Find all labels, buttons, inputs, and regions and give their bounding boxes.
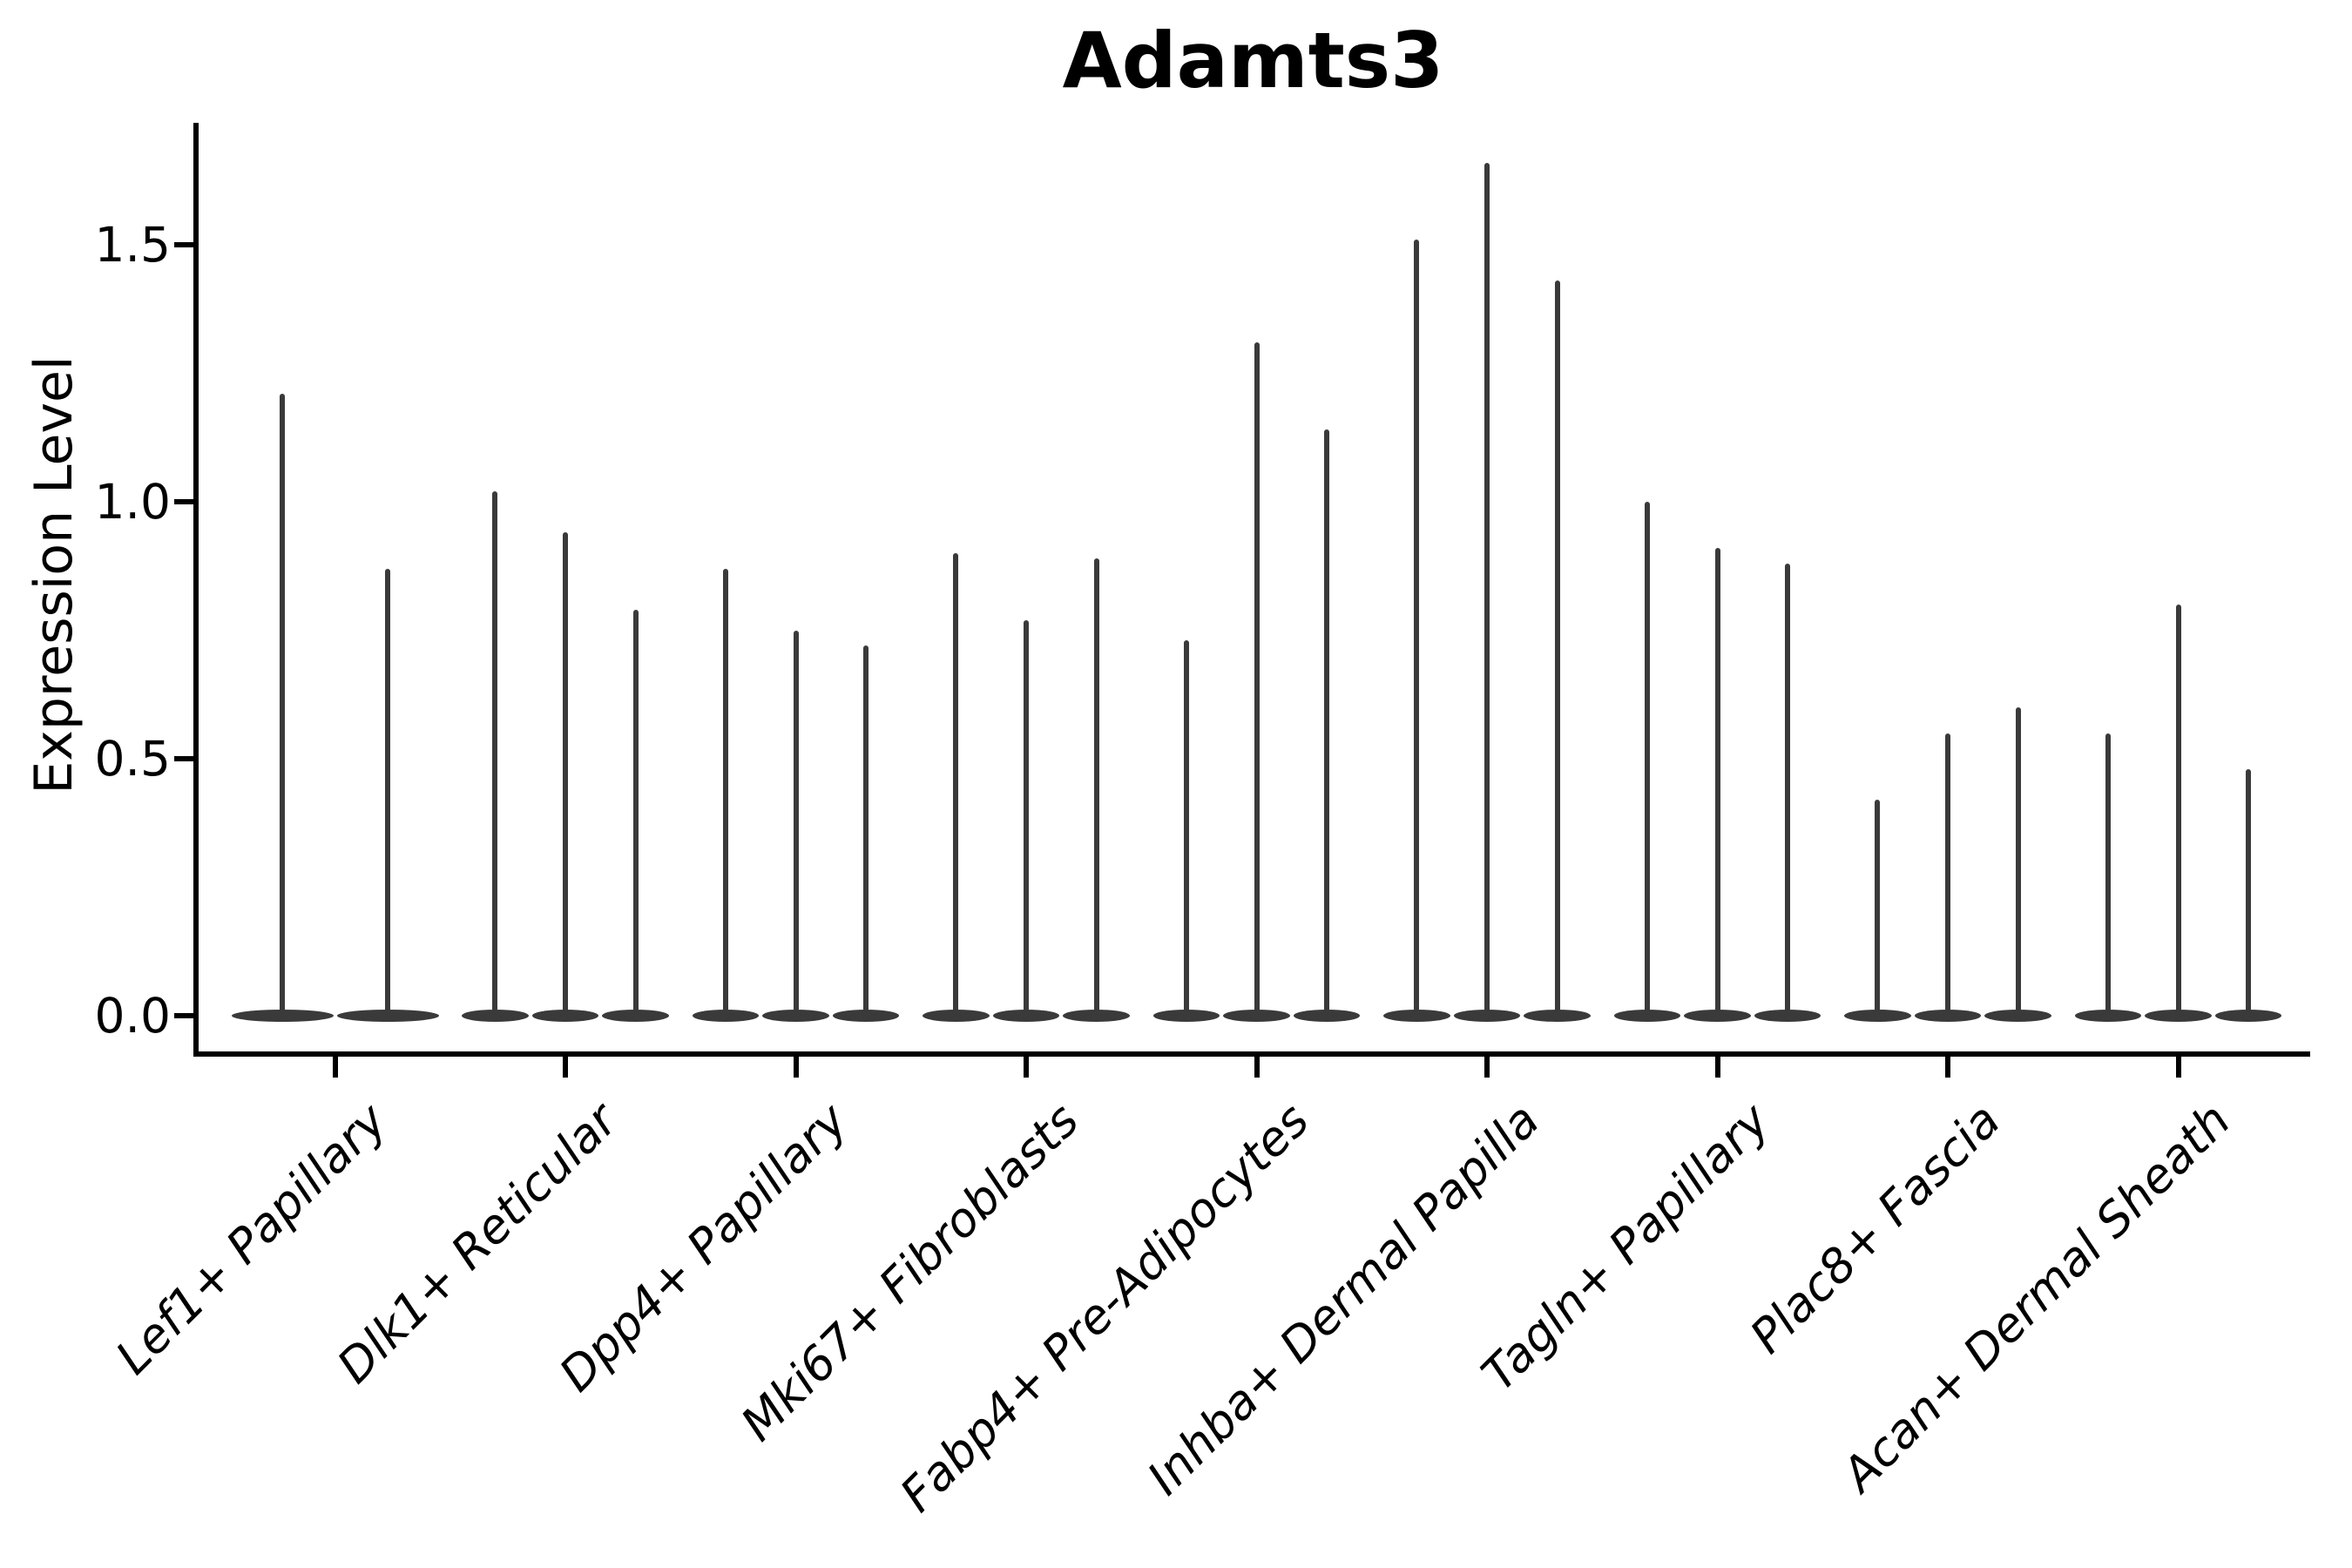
y-tick-label: 0.0 bbox=[94, 988, 171, 1044]
violin-spike bbox=[1484, 162, 1490, 1016]
x-tick-label: Fabp4+ Pre-Adipocytes bbox=[889, 1092, 1320, 1523]
violin-base bbox=[1524, 1010, 1591, 1022]
violin-base bbox=[1383, 1010, 1450, 1022]
violin-base bbox=[1223, 1010, 1290, 1022]
violin-base bbox=[1063, 1010, 1130, 1022]
y-tick-mark bbox=[174, 242, 194, 247]
violin-spike bbox=[1024, 619, 1029, 1016]
violin-spike bbox=[1875, 800, 1881, 1016]
violin-base bbox=[1684, 1010, 1751, 1022]
violin-spike bbox=[492, 491, 498, 1016]
violin-base bbox=[1152, 1010, 1220, 1022]
x-tick-mark bbox=[1714, 1057, 1720, 1078]
violin-spike bbox=[2246, 768, 2252, 1016]
x-tick-mark bbox=[2175, 1057, 2181, 1078]
violin-base bbox=[1984, 1010, 2051, 1022]
violin-spike bbox=[953, 553, 959, 1016]
violin-base bbox=[602, 1010, 669, 1022]
violin-spike bbox=[2105, 733, 2111, 1016]
y-tick-mark bbox=[174, 1013, 194, 1018]
violin-spike bbox=[563, 532, 568, 1016]
violin-spike bbox=[1414, 240, 1420, 1016]
x-tick-label: Acan+ Dermal Sheath bbox=[1831, 1092, 2241, 1503]
y-tick-label: 1.5 bbox=[94, 217, 171, 273]
violin-base bbox=[1914, 1010, 1982, 1022]
violin-base bbox=[2145, 1010, 2212, 1022]
y-tick-label: 0.5 bbox=[94, 731, 171, 787]
violin-spike bbox=[1324, 429, 1330, 1016]
violin-spike bbox=[863, 645, 869, 1016]
violin-spike bbox=[1714, 548, 1720, 1016]
violin-spike bbox=[2015, 707, 2021, 1016]
violin-base bbox=[992, 1010, 1060, 1022]
violin-base bbox=[1754, 1010, 1821, 1022]
violin-base bbox=[1844, 1010, 1911, 1022]
violin-spike bbox=[1644, 502, 1650, 1016]
violin-spike bbox=[1945, 733, 1950, 1016]
violin-base bbox=[832, 1010, 900, 1022]
violin-base bbox=[2214, 1010, 2282, 1022]
violin-base bbox=[692, 1010, 760, 1022]
violin-base bbox=[531, 1010, 599, 1022]
y-tick-mark bbox=[174, 756, 194, 761]
violin-base bbox=[462, 1010, 529, 1022]
violin-base bbox=[336, 1010, 439, 1022]
violin-spike bbox=[1254, 342, 1260, 1016]
x-tick-mark bbox=[1945, 1057, 1950, 1078]
x-tick-mark bbox=[1024, 1057, 1029, 1078]
chart-title: Adamts3 bbox=[1062, 16, 1444, 105]
violin-spike bbox=[793, 630, 799, 1016]
violin-base bbox=[1453, 1010, 1521, 1022]
violin-base bbox=[923, 1010, 990, 1022]
violin-base bbox=[1293, 1010, 1361, 1022]
violin-spike bbox=[722, 568, 728, 1016]
violin-spike bbox=[385, 568, 390, 1016]
x-tick-mark bbox=[563, 1057, 568, 1078]
violin-spike bbox=[280, 394, 285, 1016]
violin-spike bbox=[1554, 280, 1560, 1016]
y-axis-label-text: Expression Level bbox=[24, 355, 84, 794]
violin-spike bbox=[632, 609, 639, 1016]
violin-base bbox=[231, 1010, 334, 1022]
violin-spike bbox=[1093, 558, 1099, 1016]
y-axis-line bbox=[193, 123, 199, 1057]
x-tick-mark bbox=[332, 1057, 338, 1078]
violin-base bbox=[762, 1010, 829, 1022]
x-tick-mark bbox=[1484, 1057, 1490, 1078]
x-tick-mark bbox=[1254, 1057, 1260, 1078]
violin-base bbox=[1613, 1010, 1681, 1022]
violin-spike bbox=[1785, 563, 1791, 1016]
violin-spike bbox=[1183, 640, 1189, 1016]
y-tick-label: 1.0 bbox=[94, 474, 171, 530]
violin-spike bbox=[2175, 605, 2181, 1016]
x-axis-line bbox=[193, 1051, 2310, 1057]
violin-base bbox=[2074, 1010, 2142, 1022]
x-tick-label: Inhba+ Dermal Papilla bbox=[1137, 1092, 1550, 1506]
y-tick-mark bbox=[174, 499, 194, 504]
x-tick-mark bbox=[793, 1057, 799, 1078]
